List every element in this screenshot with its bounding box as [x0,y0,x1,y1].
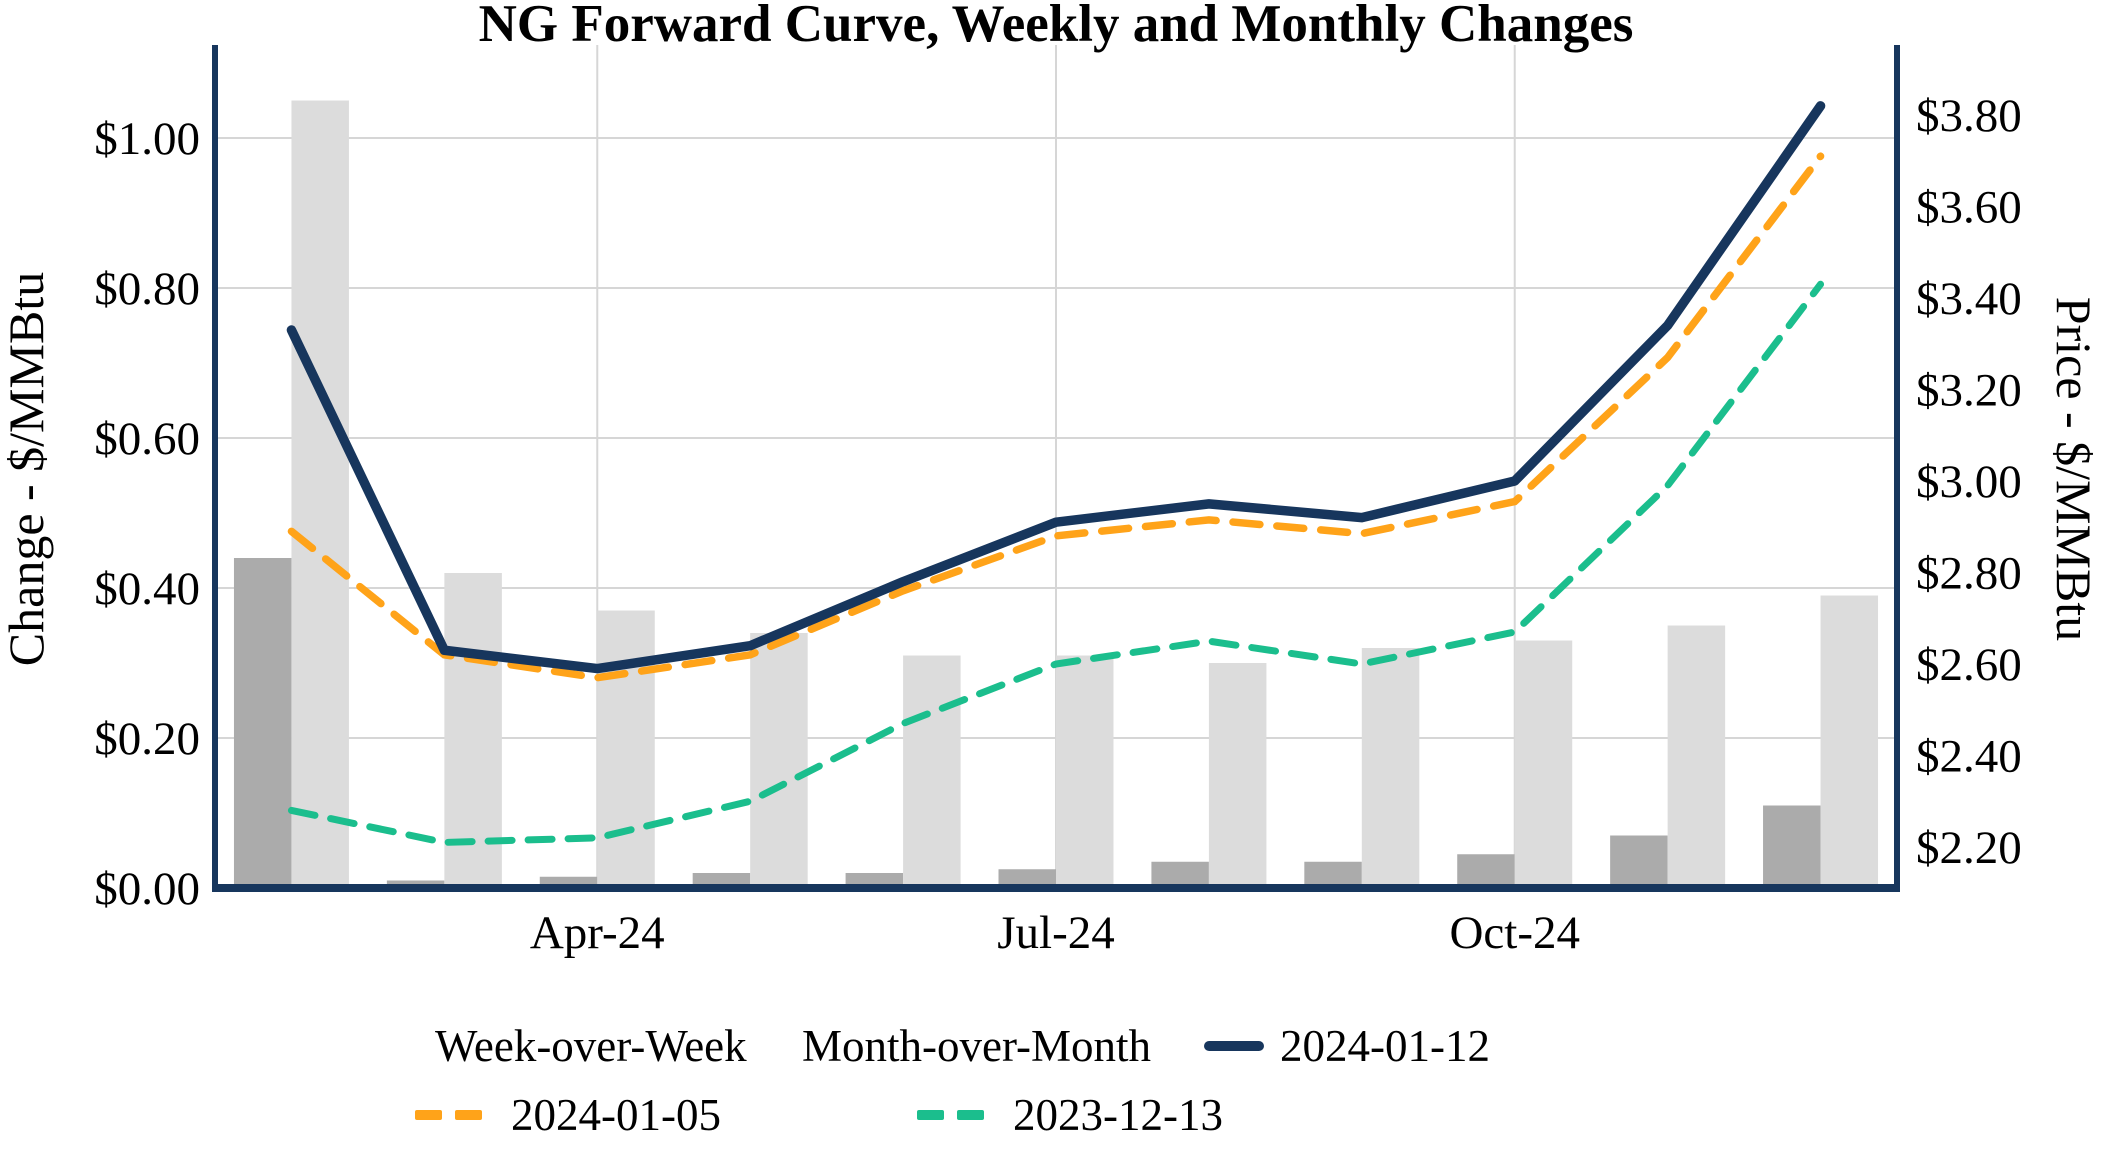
month-over-month-bar [750,633,808,888]
right-tick-label: $3.00 [1916,456,2022,508]
right-tick-label: $2.40 [1916,731,2022,783]
right-tick-label: $3.20 [1916,365,2022,417]
week-over-week-bar [1610,835,1668,888]
solid-line-swatch [1204,1041,1264,1051]
legend-label: Month-over-Month [802,1021,1152,1071]
line-2024-01-12 [286,101,1826,674]
month-over-month-bar [1056,655,1114,888]
left-tick-label: $0.60 [94,413,200,465]
legend-entry-2024-01-12: 2024-01-12 [1204,1020,1490,1072]
left-tick-label: $0.40 [94,563,200,615]
x-tick-label: Oct-24 [1449,907,1580,959]
line-2024-01-05 [287,152,1825,682]
legend-label: 2023-12-13 [1013,1090,1223,1140]
right-tick-label: $3.80 [1916,90,2022,142]
month-over-month-bar [1667,625,1726,888]
week-over-week-bar [1763,805,1821,888]
right-tick-label: $2.20 [1916,822,2022,874]
month-over-month-bar [1208,663,1267,888]
month-over-month-bar [1361,648,1420,888]
left-tick-label: $0.00 [94,863,200,915]
dashed-line-swatch [415,1110,495,1120]
week-over-week-bar [1304,861,1362,888]
month-over-month-bar [291,100,349,888]
legend-entry-month-over-month: Month-over-Month [782,1020,1151,1072]
right-tick-label: $2.80 [1916,548,2022,600]
week-over-week-bar [539,876,598,888]
legend-row-1: Week-over-Week Month-over-Month 2024-01-… [415,1020,1552,1072]
legend-row-2: 2024-01-05 2023-12-13 [415,1089,1285,1141]
x-tick-label: Apr-24 [530,907,665,959]
line-2023-12-13 [287,280,1825,846]
legend-label: 2024-01-12 [1280,1021,1490,1071]
left-tick-label: $0.80 [94,263,200,315]
dashed-line-swatch [917,1110,997,1120]
month-over-month-bar [444,573,502,888]
month-over-month-bar [903,655,961,888]
legend-entry-2024-01-05: 2024-01-05 [415,1089,721,1141]
right-tick-label: $2.60 [1916,639,2022,691]
month-over-month-bar [597,610,655,888]
left-tick-label: $0.20 [94,713,200,765]
right-tick-label: $3.60 [1916,182,2022,234]
legend-entry-2023-12-13: 2023-12-13 [917,1089,1223,1141]
month-over-month-bar [1820,595,1879,888]
left-tick-label: $1.00 [94,113,200,165]
week-over-week-bar [1151,861,1209,888]
legend-label: 2024-01-05 [511,1090,721,1140]
legend-label: Week-over-Week [435,1021,747,1071]
legend-entry-week-over-week: Week-over-Week [415,1020,747,1072]
week-over-week-bar [998,869,1056,888]
week-over-week-bar [1457,854,1515,888]
month-over-month-bar [1514,640,1573,888]
right-tick-label: $3.40 [1916,273,2022,325]
week-over-week-bar [233,558,292,888]
chart-title: NG Forward Curve, Weekly and Monthly Cha… [478,0,1634,53]
x-tick-label: Jul-24 [997,907,1115,959]
